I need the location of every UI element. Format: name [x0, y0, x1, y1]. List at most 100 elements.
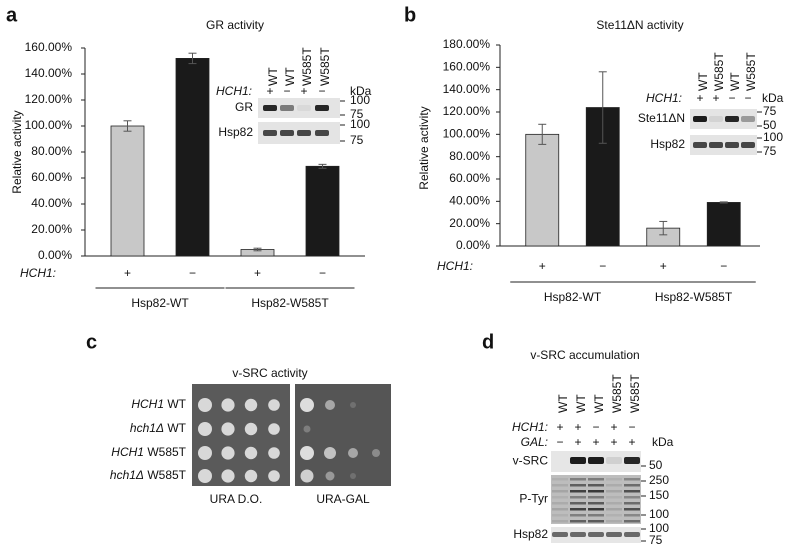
row-value: + [300, 84, 307, 98]
group-label: Hsp82-W585T [655, 290, 733, 304]
blot-label: Ste11ΔN [638, 111, 685, 125]
blot-band [552, 490, 568, 493]
panel-title: GR activity [206, 18, 264, 32]
row-value: + [628, 435, 635, 449]
colony [303, 425, 311, 433]
strain-name: W585T [147, 445, 186, 459]
blot-band [588, 484, 604, 487]
blot-band [552, 478, 568, 481]
column-label: WT [283, 67, 297, 86]
colony [198, 469, 212, 483]
blot-band [552, 508, 568, 511]
y-tick-label: 0.00% [38, 248, 72, 262]
blot-band [280, 105, 294, 111]
row-label: HCH1: [216, 84, 252, 98]
y-axis-label: Relative activity [417, 106, 431, 189]
x-tick-label: − [189, 266, 196, 280]
gene-name: HCH1 [131, 397, 164, 411]
strain-name: W585T [147, 468, 186, 482]
y-tick-label: 20.00% [449, 216, 490, 230]
marker-label: 100 [350, 93, 370, 107]
blot-band [552, 514, 568, 517]
y-tick-label: 60.00% [31, 170, 72, 184]
y-tick-label: 120.00% [443, 104, 491, 118]
colony [198, 446, 212, 460]
bar [706, 202, 741, 247]
colony [348, 448, 358, 458]
row-value: − [592, 420, 599, 434]
blot-band [725, 142, 739, 148]
x-tick-label: − [319, 266, 326, 280]
column-label: W585T [610, 374, 624, 413]
blot-band [570, 496, 586, 499]
error-bar [318, 163, 327, 169]
blot-band [552, 484, 568, 487]
blot-band [570, 514, 586, 517]
panel-c: v-SRC activity URA D.O. URA-GAL HCH1 WTh… [110, 366, 391, 506]
x-tick-label: + [124, 266, 131, 280]
blot-band [606, 490, 622, 493]
blot-band [624, 520, 640, 523]
blot-band [570, 508, 586, 511]
plate-label: URA D.O. [210, 492, 263, 506]
y-tick-label: 100.00% [25, 118, 73, 132]
row-value: + [610, 420, 617, 434]
blot-band [606, 508, 622, 511]
colony [268, 470, 280, 482]
colony [244, 422, 258, 436]
x-tick-label: − [720, 259, 727, 273]
column-label: W585T [744, 52, 758, 91]
blot-band [624, 478, 640, 481]
blot-label: Hsp82 [513, 527, 548, 541]
y-tick-label: 0.00% [456, 238, 490, 252]
x-tick-label: + [660, 259, 667, 273]
blot-band [624, 484, 640, 487]
blot [258, 98, 340, 118]
y-tick-label: 60.00% [449, 171, 490, 185]
y-tick-label: 100.00% [443, 127, 491, 141]
blot-band [263, 105, 277, 111]
gene-name: hch1Δ [110, 468, 144, 482]
blot-band [709, 142, 723, 148]
y-tick-label: 40.00% [449, 194, 490, 208]
marker-label: 50 [763, 118, 777, 132]
y-axis-label: Relative activity [10, 110, 24, 193]
column-label: WT [266, 67, 280, 86]
row-label: HCH1 W585T [111, 445, 186, 459]
column-label: W585T [318, 47, 332, 86]
blot-band [693, 116, 707, 122]
row-value: + [696, 91, 703, 105]
marker-label: 75 [350, 107, 364, 121]
blot-band [624, 514, 640, 517]
blot [690, 135, 757, 155]
colony [372, 449, 380, 457]
group-label: Hsp82-WT [131, 296, 189, 310]
column-label: WT [592, 394, 606, 413]
unit-label: kDa [652, 435, 674, 449]
blot-label: v-SRC [513, 454, 549, 468]
blot-band [606, 502, 622, 505]
row-label: HCH1 WT [131, 397, 186, 411]
category-axis-label: HCH1: [20, 266, 56, 280]
blot-label: Hsp82 [218, 125, 253, 139]
column-label: W585T [712, 52, 726, 91]
blot-band [693, 142, 707, 148]
blot-band [606, 514, 622, 517]
blot-band [725, 116, 739, 122]
row-label: GAL: [521, 435, 548, 449]
blot-label: P-Tyr [519, 492, 548, 506]
blot-band [588, 532, 604, 537]
panel-title: v-SRC activity [232, 366, 307, 380]
panel-title: v-SRC accumulation [530, 348, 639, 362]
marker-label: 75 [350, 133, 364, 147]
marker-label: 100 [350, 117, 370, 131]
colony [221, 398, 235, 412]
column-label: WT [696, 72, 710, 91]
x-tick-label: + [254, 266, 261, 280]
row-value: − [628, 420, 635, 434]
y-tick-label: 180.00% [443, 37, 491, 51]
blot-band [570, 532, 586, 537]
blot-band [624, 532, 640, 537]
colony [324, 447, 336, 459]
colony [350, 402, 356, 408]
